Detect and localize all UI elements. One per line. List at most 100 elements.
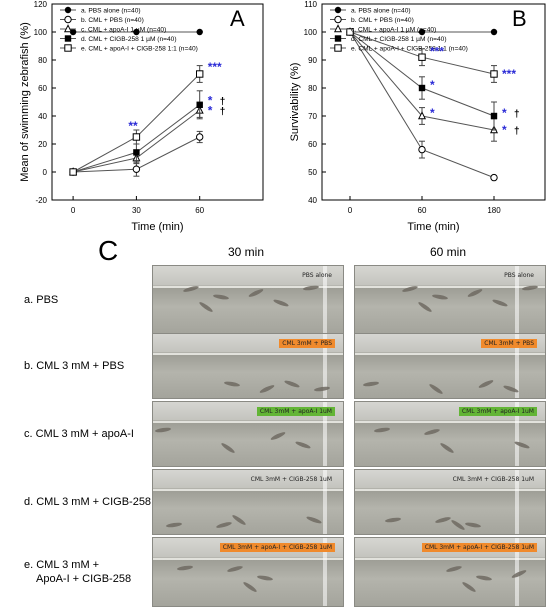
data-point-s1 — [490, 173, 498, 182]
photo-column-header: 30 min — [228, 245, 265, 259]
data-point-s3 — [490, 112, 498, 120]
significance-annotation: * — [430, 78, 435, 92]
plot-frame — [321, 3, 546, 201]
plot-frame — [51, 3, 264, 201]
tank-glare — [515, 402, 519, 466]
data-point-s0 — [69, 28, 77, 36]
significance-annotation: *** — [208, 60, 222, 74]
tank-waterline — [153, 286, 343, 288]
legend-marker — [64, 44, 72, 52]
x-tick-label: 0 — [348, 206, 353, 215]
zebrafish — [198, 300, 214, 314]
legend-marker — [64, 6, 72, 14]
photo-row-label-line: d. CML 3 mM + CIGB-258 — [24, 496, 152, 508]
significance-annotation: *** — [502, 67, 516, 81]
photo-row-label: a. PBS — [24, 293, 58, 307]
zebrafish — [283, 379, 301, 389]
zebrafish — [154, 426, 172, 434]
zebrafish-tank-photo: CML 3mM + PBS — [354, 333, 546, 399]
zebrafish-tank-photo: CML 3mM + CIGB-258 1uM — [152, 469, 344, 535]
treatment-tag: PBS alone — [302, 272, 332, 279]
zebrafish — [428, 382, 444, 396]
legend-entry: d. CML + CIGB-258 1 µM (n=40) — [81, 36, 177, 43]
data-point-s4 — [418, 53, 426, 61]
tank-waterline — [355, 558, 545, 560]
photo-row-label: e. CML 3 mM + ApoA-I + CIGB-258 — [24, 558, 131, 586]
data-point-s4 — [69, 168, 77, 176]
zebrafish — [423, 427, 441, 437]
zebrafish — [223, 380, 241, 388]
data-point-s3 — [196, 101, 203, 108]
zebrafish — [445, 564, 463, 574]
legend-entry: a. PBS alone (n=40) — [81, 8, 141, 15]
tank-glare — [323, 266, 327, 334]
legend-entry: e. CML + apoA-I + CIGB-258 1:1 (n=40) — [81, 46, 198, 53]
legend-marker — [334, 15, 342, 24]
series-line-3 — [349, 31, 495, 117]
zebrafish-tank-photo: CML 3mM + apoA-I + CIGB-258 1uM — [152, 537, 344, 607]
photo-row-label: c. CML 3 mM + apoA-I — [24, 427, 134, 441]
tank-waterline — [355, 421, 545, 423]
data-point-s4 — [490, 70, 498, 78]
y-tick-label: 40 — [308, 196, 317, 205]
y-tick-label: 70 — [308, 112, 317, 121]
zebrafish — [269, 430, 287, 442]
data-point-s1 — [196, 133, 204, 141]
legend-marker — [64, 15, 72, 24]
photo-row-label-line: a. PBS — [24, 294, 59, 306]
y-tick-label: 0 — [43, 168, 48, 177]
data-point-s4 — [196, 70, 204, 78]
y-tick-label: 20 — [38, 140, 47, 149]
tank-glare — [515, 470, 519, 534]
zebrafish — [226, 564, 244, 574]
data-point-s2 — [417, 111, 427, 120]
zebrafish — [294, 440, 312, 450]
y-tick-label: 100 — [34, 28, 48, 37]
zebrafish — [231, 513, 247, 527]
data-point-s0 — [490, 28, 498, 36]
x-tick-label: 180 — [487, 206, 501, 215]
x-tick-label: 0 — [71, 206, 76, 215]
zebrafish — [256, 574, 274, 582]
zebrafish — [434, 515, 452, 525]
data-point-s3 — [418, 84, 426, 92]
zebrafish — [384, 516, 402, 524]
treatment-tag: CML 3mM + apoA-I 1uM — [256, 407, 335, 416]
legend-entry: b. CML + PBS (n=40) — [81, 17, 144, 24]
zebrafish — [247, 287, 265, 299]
tank-glare — [323, 538, 327, 606]
zebrafish — [477, 378, 495, 390]
photo-row-label: d. CML 3 mM + CIGB-258 — [24, 495, 151, 509]
zebrafish — [272, 298, 290, 308]
zebrafish — [305, 515, 323, 525]
treatment-tag: PBS alone — [504, 272, 534, 279]
zebrafish — [220, 441, 236, 455]
significance-annotation: † — [220, 106, 226, 117]
data-point-s0 — [196, 28, 203, 36]
zebrafish — [258, 383, 276, 395]
x-axis-label: Time (min) — [131, 221, 183, 233]
zebrafish-tank-photo: PBS alone — [152, 265, 344, 335]
treatment-tag: CML 3mM + PBS — [279, 339, 335, 348]
zebrafish — [176, 564, 194, 572]
tank-waterline — [355, 286, 545, 288]
tank-glare — [323, 470, 327, 534]
treatment-tag: CML 3mM + CIGB-258 1uM — [452, 476, 534, 483]
zebrafish — [475, 574, 493, 582]
legend-marker — [334, 6, 342, 14]
significance-annotation: * — [208, 94, 213, 108]
tank-glare — [323, 334, 327, 398]
data-point-s1 — [132, 165, 141, 173]
panel-letter-b: B — [512, 6, 527, 31]
zebrafish — [373, 426, 391, 434]
zebrafish-tank-photo: CML 3mM + PBS — [152, 333, 344, 399]
y-tick-label: 80 — [308, 84, 317, 93]
zebrafish-photo-grid: 30 min 60 min a. PBS PBS alone PBS alone b. C… — [0, 245, 550, 612]
significance-annotation: * — [208, 103, 213, 117]
x-tick-label: 30 — [132, 206, 141, 215]
y-tick-label: 100 — [304, 28, 318, 37]
tank-waterline — [153, 353, 343, 355]
y-tick-label: -20 — [35, 196, 47, 205]
zebrafish-tank-photo: CML 3mM + CIGB-258 1uM — [354, 469, 546, 535]
tank-waterline — [153, 558, 343, 560]
